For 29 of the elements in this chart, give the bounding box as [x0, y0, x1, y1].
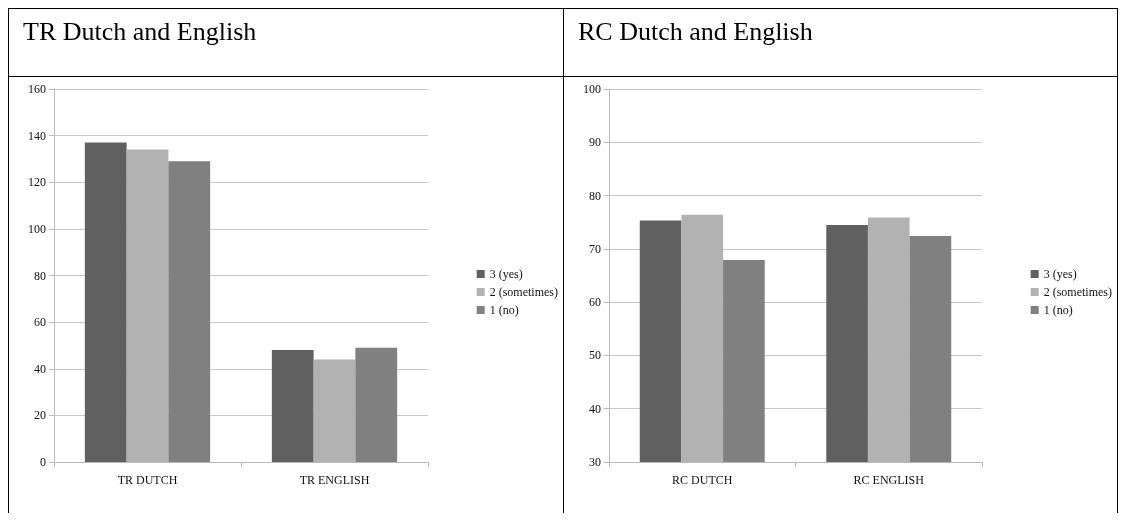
legend-label: 1 (no): [489, 303, 519, 317]
chart-title: RC Dutch and English: [564, 9, 1117, 77]
y-tick-label: 60: [589, 295, 601, 310]
x-tick-label: RC ENGLISH: [853, 473, 925, 487]
legend-label: 1 (no): [1043, 303, 1073, 317]
y-tick-label: 0: [40, 455, 46, 469]
y-tick-label: 30: [589, 455, 601, 469]
y-tick-label: 100: [28, 221, 46, 236]
y-tick-label: 50: [589, 348, 601, 363]
legend-label: 3 (yes): [1043, 267, 1077, 281]
y-tick-label: 100: [583, 82, 601, 96]
y-tick-label: 140: [28, 128, 46, 143]
y-tick-label: 120: [28, 175, 46, 190]
y-tick-label: 80: [589, 188, 601, 203]
y-tick-label: 60: [34, 315, 46, 330]
y-tick-label: 80: [34, 268, 46, 283]
y-tick-label: 90: [589, 135, 601, 150]
y-tick-label: 40: [34, 361, 46, 376]
y-tick-label: 20: [34, 408, 46, 423]
chart-title: TR Dutch and English: [9, 9, 563, 77]
x-tick-label: TR DUTCH: [117, 473, 178, 487]
y-tick-label: 160: [28, 82, 46, 96]
x-tick-label: RC DUTCH: [672, 473, 733, 487]
y-tick-label: 40: [589, 401, 601, 416]
legend-label: 3 (yes): [489, 267, 523, 281]
y-tick-label: 70: [589, 241, 601, 256]
legend-label: 2 (sometimes): [489, 285, 559, 299]
x-tick-label: TR ENGLISH: [299, 473, 370, 487]
legend-label: 2 (sometimes): [1043, 285, 1113, 299]
